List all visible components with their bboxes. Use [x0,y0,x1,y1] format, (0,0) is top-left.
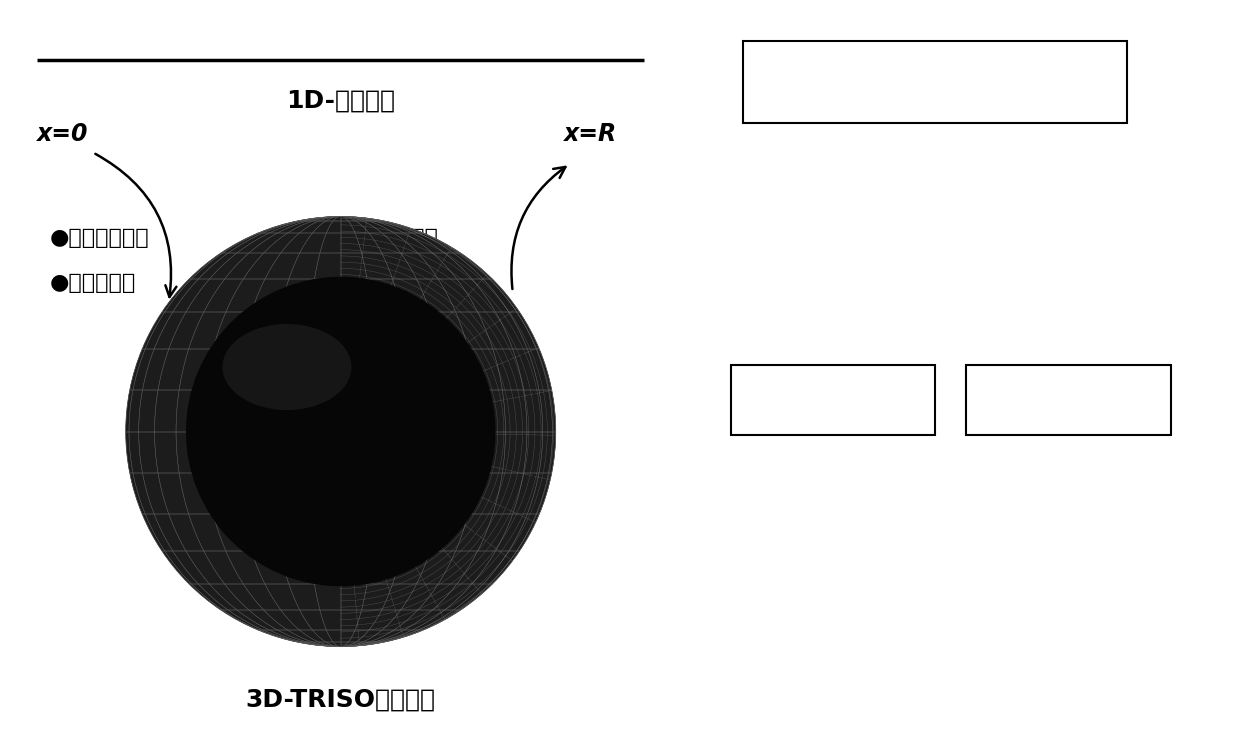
FancyArrowPatch shape [95,154,176,297]
Text: ●芯块平均温度: ●芯块平均温度 [50,228,149,248]
Text: x=R: x=R [564,122,617,146]
Text: 传热行为: 传热行为 [807,390,860,410]
FancyArrowPatch shape [512,167,565,289]
Text: 1D-燃料芯块: 1D-燃料芯块 [286,89,395,112]
Text: x=0: x=0 [37,122,89,146]
Text: 裂变气体释放行为: 裂变气体释放行为 [882,72,989,92]
Ellipse shape [125,217,556,647]
FancyBboxPatch shape [966,365,1171,435]
Ellipse shape [186,277,496,586]
Text: ●气体热导率: ●气体热导率 [50,273,136,292]
Text: 3D-TRISO燃料颗粒: 3D-TRISO燃料颗粒 [245,687,436,711]
FancyBboxPatch shape [743,41,1127,123]
FancyBboxPatch shape [731,365,935,435]
Ellipse shape [223,324,352,410]
Text: ●辐照变形: ●辐照变形 [366,228,439,248]
Text: 力学行为: 力学行为 [1042,390,1095,410]
Text: ●气隙压力: ●气隙压力 [366,273,439,292]
